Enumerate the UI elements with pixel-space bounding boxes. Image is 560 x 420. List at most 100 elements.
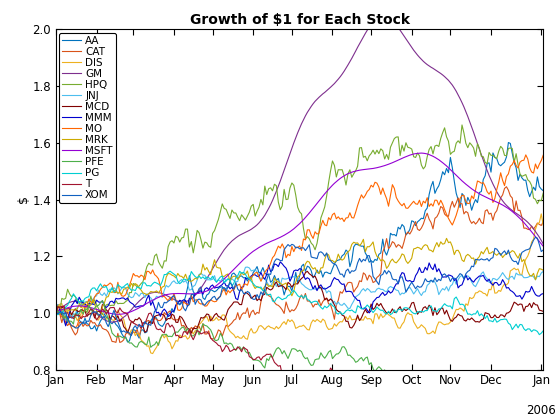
XOM	[53, 310, 59, 315]
XOM	[244, 289, 251, 294]
MRK	[540, 268, 547, 273]
JNJ	[259, 275, 266, 280]
PFE	[53, 310, 59, 315]
Line: MMM: MMM	[56, 262, 543, 326]
MMM	[62, 323, 69, 328]
MCD	[126, 325, 133, 330]
AA	[128, 331, 135, 336]
MSFT	[321, 191, 328, 196]
PG	[484, 313, 491, 318]
MCD	[244, 291, 251, 296]
DIS	[484, 294, 491, 299]
HPQ	[99, 312, 106, 317]
JNJ	[540, 269, 547, 274]
MMM	[323, 286, 330, 291]
PG	[167, 269, 174, 274]
DIS	[540, 223, 547, 228]
DIS	[150, 351, 156, 356]
AA	[53, 310, 59, 315]
MO	[321, 222, 328, 227]
CAT	[128, 332, 135, 337]
MO	[522, 152, 529, 158]
PG	[258, 285, 264, 290]
Y-axis label: $: $	[17, 195, 30, 204]
MRK	[244, 268, 251, 273]
Line: CAT: CAT	[56, 187, 543, 342]
XOM	[258, 289, 264, 294]
CAT	[244, 305, 251, 310]
Line: PG: PG	[56, 271, 543, 335]
GM	[540, 241, 547, 246]
JNJ	[486, 280, 492, 285]
CAT	[503, 184, 510, 189]
Line: XOM: XOM	[56, 237, 543, 336]
MO	[319, 218, 326, 223]
MO	[244, 283, 251, 288]
PG	[126, 286, 133, 291]
XOM	[319, 251, 326, 256]
PFE	[540, 409, 547, 414]
MCD	[486, 312, 492, 317]
CAT	[484, 207, 491, 212]
AA	[484, 161, 491, 166]
PFE	[319, 354, 326, 359]
XOM	[484, 256, 491, 261]
PFE	[321, 356, 328, 361]
AA	[540, 188, 547, 193]
HPQ	[53, 310, 59, 315]
PG	[536, 332, 543, 337]
GM	[321, 90, 328, 95]
HPQ	[540, 191, 547, 196]
XOM	[126, 331, 133, 336]
MCD	[540, 309, 547, 314]
GM	[319, 91, 326, 96]
GM	[258, 218, 264, 223]
MSFT	[540, 244, 547, 249]
AA	[319, 275, 326, 280]
XOM	[540, 247, 547, 252]
XOM	[321, 254, 328, 259]
MMM	[277, 260, 283, 265]
JNJ	[244, 265, 251, 270]
MRK	[95, 314, 102, 319]
JNJ	[321, 285, 328, 290]
MCD	[321, 297, 328, 302]
DIS	[258, 323, 264, 328]
MMM	[128, 301, 135, 306]
JNJ	[323, 290, 330, 295]
MMM	[244, 276, 251, 281]
MRK	[53, 310, 59, 315]
GM	[244, 229, 251, 234]
HPQ	[459, 123, 465, 128]
PFE	[258, 360, 264, 365]
DIS	[126, 331, 133, 336]
Line: GM: GM	[56, 16, 543, 322]
XOM	[532, 235, 539, 240]
Line: HPQ: HPQ	[56, 125, 543, 315]
PFE	[484, 406, 491, 411]
MMM	[540, 291, 547, 296]
HPQ	[486, 150, 492, 155]
PG	[319, 307, 326, 312]
MSFT	[418, 150, 424, 155]
MSFT	[258, 244, 264, 249]
MCD	[304, 269, 311, 274]
Line: DIS: DIS	[56, 214, 543, 354]
CAT	[319, 299, 326, 304]
Line: T: T	[56, 306, 543, 420]
MO	[258, 279, 264, 284]
HPQ	[244, 214, 251, 219]
GM	[53, 310, 59, 315]
MO	[72, 326, 79, 331]
T	[484, 417, 491, 420]
DIS	[321, 318, 328, 323]
HPQ	[128, 290, 135, 295]
PG	[321, 304, 328, 309]
CAT	[53, 310, 59, 315]
MRK	[486, 251, 492, 256]
T	[319, 378, 326, 383]
MCD	[323, 296, 330, 301]
MCD	[188, 331, 195, 336]
MRK	[321, 257, 328, 262]
AA	[244, 278, 251, 284]
